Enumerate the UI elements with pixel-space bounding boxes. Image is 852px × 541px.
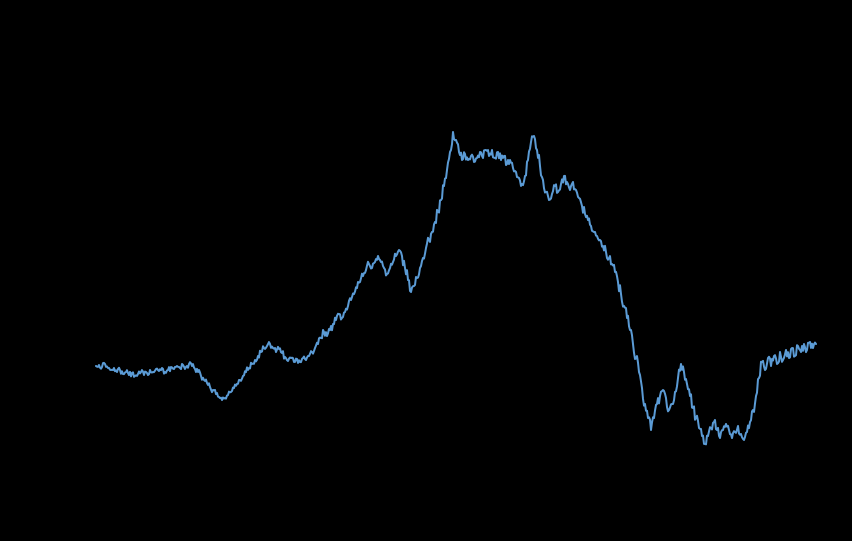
series-line-1 [95,131,817,446]
series-group [95,131,817,446]
